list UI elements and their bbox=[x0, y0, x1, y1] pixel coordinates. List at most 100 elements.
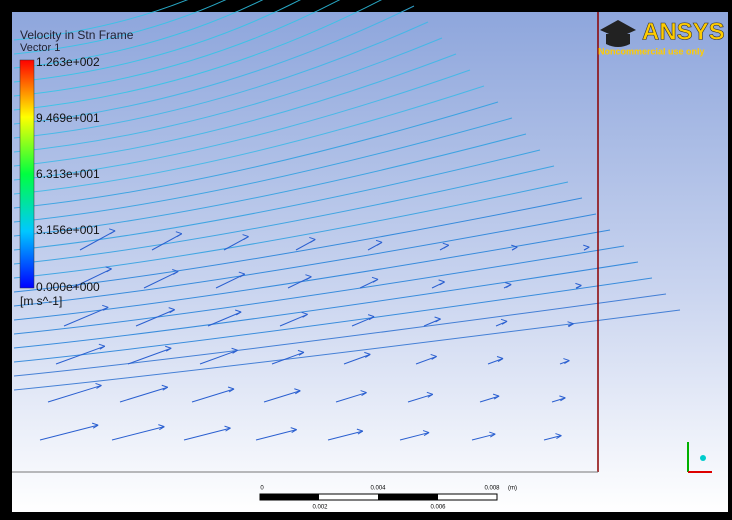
vector-arrow bbox=[91, 422, 99, 429]
scale-label: 0 bbox=[260, 486, 264, 492]
legend-label: 0.000e+000 bbox=[36, 280, 100, 294]
vector-arrow bbox=[183, 427, 231, 441]
vector-arrow bbox=[543, 435, 562, 441]
vector-arrow bbox=[551, 397, 566, 403]
vector-arrow bbox=[111, 426, 165, 441]
legend-unit: [m s^-1] bbox=[20, 294, 62, 308]
legend-label: 3.156e+001 bbox=[36, 223, 100, 237]
axis-triad bbox=[687, 442, 712, 473]
vector-arrow bbox=[191, 388, 235, 403]
vector-arrow bbox=[583, 244, 590, 251]
vector-arrow bbox=[165, 345, 172, 352]
vector-arrow bbox=[71, 268, 112, 289]
vector-arrow bbox=[168, 307, 175, 314]
vector-arrow bbox=[238, 271, 246, 278]
vector-arrow bbox=[279, 313, 308, 327]
vector-arrow bbox=[234, 309, 242, 316]
vector-arrow bbox=[297, 349, 305, 356]
vector-arrow bbox=[356, 428, 364, 435]
vector-arrow bbox=[13, 85, 485, 195]
legend-title: Velocity in Stn Frame bbox=[20, 28, 134, 42]
vector-arrow bbox=[505, 282, 512, 288]
vector-arrow bbox=[13, 277, 653, 363]
legend-label: 6.313e+001 bbox=[36, 167, 100, 181]
vector-arrow bbox=[471, 433, 496, 441]
logo-note: Noncommercial use only bbox=[598, 46, 705, 56]
vector-arrow bbox=[442, 242, 450, 249]
vector-arrow bbox=[39, 424, 99, 441]
vector-arrow bbox=[231, 347, 238, 354]
vector-arrow bbox=[500, 318, 508, 325]
vector-arrow bbox=[143, 271, 179, 289]
scale-label: 0.006 bbox=[430, 505, 446, 511]
logo-icon bbox=[606, 34, 630, 47]
vector-arrow bbox=[263, 390, 301, 403]
vector-arrow bbox=[79, 230, 116, 251]
vector-arrow bbox=[95, 382, 102, 389]
vector-arrow bbox=[13, 0, 227, 55]
legend-subtitle: Vector 1 bbox=[20, 42, 60, 54]
vector-arrow bbox=[555, 433, 562, 439]
vector-arrow bbox=[13, 0, 341, 97]
vector-arrow bbox=[559, 395, 566, 402]
vector-arrow bbox=[360, 390, 367, 396]
vector-arrow bbox=[335, 392, 367, 403]
vector-arrow bbox=[407, 393, 433, 403]
viewport bbox=[12, 12, 728, 512]
triad-origin bbox=[700, 455, 706, 461]
logo-icon bbox=[600, 20, 636, 38]
vector-field bbox=[13, 0, 681, 441]
vector-arrow bbox=[489, 431, 496, 438]
vector-arrow bbox=[207, 311, 242, 327]
vector-arrow bbox=[13, 53, 457, 167]
vector-arrow bbox=[13, 165, 555, 265]
vector-arrow bbox=[13, 197, 583, 293]
vector-arrow bbox=[13, 149, 541, 251]
legend-label: 9.469e+001 bbox=[36, 111, 100, 125]
vector-arrow bbox=[487, 358, 504, 365]
vector-arrow bbox=[13, 0, 383, 111]
vector-arrow bbox=[351, 316, 375, 327]
vector-arrow bbox=[13, 0, 189, 41]
vector-arrow bbox=[135, 309, 175, 327]
logo-name: ANSYS bbox=[642, 18, 725, 45]
vector-arrow bbox=[511, 244, 518, 251]
vector-arrow bbox=[343, 353, 371, 365]
vector-arrow bbox=[13, 181, 569, 279]
vector-arrow bbox=[13, 0, 301, 83]
vector-arrow bbox=[563, 358, 570, 364]
vector-arrow bbox=[415, 355, 437, 365]
scale-label: 0.008 bbox=[484, 486, 500, 492]
scale-unit: (m) bbox=[508, 486, 517, 492]
scale-label: 0.004 bbox=[370, 486, 386, 492]
vector-arrow bbox=[242, 234, 249, 241]
vector-arrow bbox=[13, 229, 611, 321]
vector-arrow bbox=[309, 236, 316, 243]
vector-arrow bbox=[13, 21, 429, 139]
vector-arrow bbox=[364, 351, 371, 358]
vector-arrow bbox=[102, 304, 109, 311]
vector-arrow bbox=[13, 245, 625, 335]
vector-arrow bbox=[13, 261, 639, 349]
vector-arrow bbox=[98, 343, 106, 350]
vector-arrow bbox=[172, 268, 179, 275]
vector-arrow bbox=[13, 309, 681, 391]
vector-arrow bbox=[430, 353, 437, 360]
vector-arrow bbox=[105, 266, 112, 273]
vector-arrow bbox=[434, 316, 441, 323]
vector-arrow bbox=[199, 349, 238, 365]
vector-arrow bbox=[13, 133, 527, 237]
vector-arrow bbox=[13, 101, 499, 209]
vector-arrow bbox=[327, 430, 364, 441]
vector-arrow bbox=[367, 314, 375, 321]
vector-arrow bbox=[13, 117, 513, 223]
scale-segment bbox=[378, 494, 438, 500]
vector-arrow bbox=[13, 213, 597, 307]
vector-arrow bbox=[13, 5, 415, 125]
scale-label: 0.002 bbox=[312, 505, 328, 511]
vector-arrow bbox=[255, 429, 297, 441]
vector-arrow bbox=[158, 424, 165, 431]
vector-arrow bbox=[13, 293, 667, 377]
vector-arrow bbox=[127, 347, 172, 365]
vector-arrow bbox=[375, 239, 383, 246]
